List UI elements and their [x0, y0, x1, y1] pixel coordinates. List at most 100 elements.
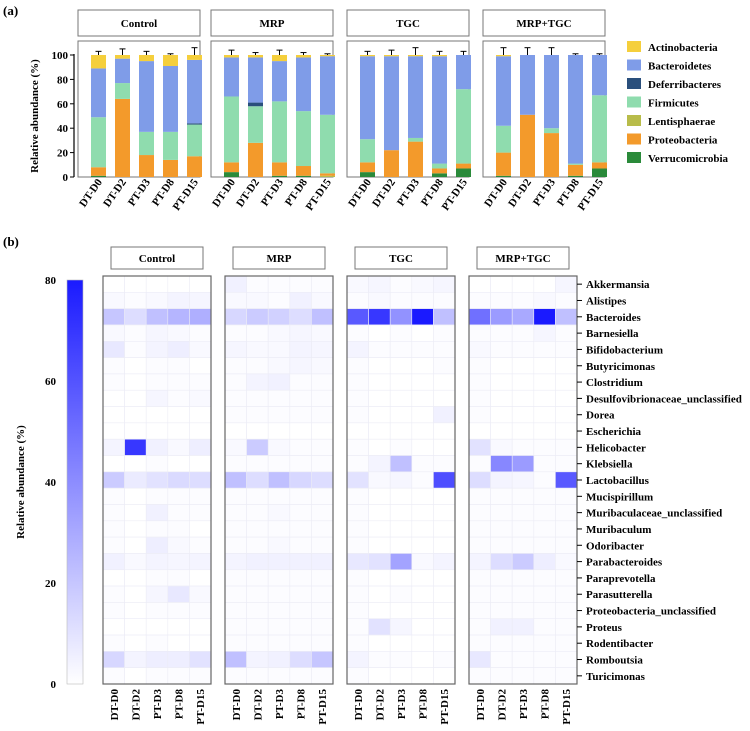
- heatmap-cell: [346, 438, 369, 456]
- heatmap-cell: [189, 602, 212, 620]
- row-label: Lactobacillus: [586, 475, 650, 487]
- heatmap-cell: [102, 438, 125, 456]
- bar-segment: [520, 55, 535, 115]
- heatmap-cell: [246, 406, 269, 424]
- facet-frame: [102, 275, 212, 685]
- heatmap-cell: [411, 651, 434, 668]
- heatmap-cell: [145, 520, 169, 538]
- heatmap-cell: [311, 438, 334, 456]
- x-tick-label: PT-D15: [440, 176, 471, 212]
- heatmap-cell: [511, 389, 535, 407]
- bar-segment: [360, 172, 375, 177]
- heatmap-cell: [124, 324, 147, 342]
- x-tick-label: PT-D15: [304, 176, 335, 212]
- heatmap-cell: [533, 634, 556, 652]
- bar-segment: [91, 55, 106, 69]
- heatmap-cell: [267, 585, 291, 603]
- heatmap-cell: [368, 340, 391, 358]
- heatmap-cell: [267, 536, 291, 554]
- heatmap-cell: [490, 438, 513, 456]
- bar-segment: [496, 56, 511, 126]
- heatmap-cell: [368, 585, 391, 603]
- heatmap-cell: [145, 389, 169, 407]
- bar-segment: [432, 56, 447, 164]
- heatmap-cell: [311, 487, 334, 505]
- heatmap-cell: [389, 422, 413, 440]
- bar-segment: [432, 168, 447, 174]
- heatmap-cell: [433, 553, 456, 571]
- heatmap-cell: [224, 324, 247, 342]
- row-label: Butyricimonas: [586, 361, 656, 373]
- bar-segment: [592, 95, 607, 163]
- heatmap-cell: [411, 471, 434, 489]
- heatmap-cell: [189, 618, 212, 636]
- heatmap-cell: [346, 357, 369, 375]
- heatmap-cell: [224, 471, 247, 489]
- heatmap-cell: [124, 357, 147, 375]
- bar-segment: [568, 55, 583, 164]
- heatmap-cell: [311, 275, 334, 293]
- heatmap-cell: [145, 275, 169, 293]
- row-label: Rodentibacter: [586, 638, 653, 650]
- x-tick-label: PT-D15: [576, 176, 607, 212]
- bar-segment: [248, 142, 263, 177]
- heatmap-cell: [145, 602, 169, 620]
- heatmap-cell: [246, 520, 269, 538]
- legend-swatch: [627, 41, 641, 52]
- legend-label: Proteobacteria: [648, 135, 718, 147]
- heatmap-cell: [189, 357, 212, 375]
- heatmap-cell: [102, 618, 125, 636]
- bar-segment: [272, 55, 287, 62]
- heatmap-cell: [102, 422, 125, 440]
- heatmap-cell: [411, 455, 434, 473]
- heatmap-cell: [533, 275, 556, 293]
- heatmap-cell: [145, 667, 169, 685]
- heatmap-cell: [433, 667, 456, 685]
- heatmap-cell: [555, 308, 578, 326]
- bar-segment: [163, 55, 178, 66]
- heatmap-cell: [246, 651, 269, 668]
- heatmap-cell: [102, 389, 125, 407]
- heatmap-cell: [490, 553, 513, 571]
- legend-label: Lentisphaerae: [648, 116, 715, 128]
- heatmap-cell: [311, 553, 334, 571]
- bar-segment: [248, 106, 263, 143]
- heatmap-cell: [555, 569, 578, 587]
- heatmap-cell: [433, 651, 456, 668]
- heatmap-cell: [246, 634, 269, 652]
- bar-segment: [568, 175, 583, 177]
- heatmap-cell: [411, 569, 434, 587]
- heatmap-cell: [368, 536, 391, 554]
- heatmap-cell: [102, 569, 125, 587]
- heatmap-cell: [124, 536, 147, 554]
- y-tick-label: 60: [57, 99, 69, 111]
- heatmap-cell: [533, 520, 556, 538]
- legend-swatch: [627, 96, 641, 108]
- x-tick-label: PT-D3: [126, 176, 153, 208]
- heatmap-cell: [368, 618, 391, 636]
- heatmap-cell: [224, 292, 247, 309]
- heatmap-cell: [124, 275, 147, 293]
- bar-segment: [224, 96, 239, 163]
- heatmap-cell: [311, 324, 334, 342]
- heatmap-cell: [189, 569, 212, 587]
- heatmap-cell: [555, 324, 578, 342]
- heatmap-cell: [289, 536, 312, 554]
- bar-segment: [115, 83, 130, 99]
- heatmap-cell: [389, 634, 413, 652]
- heatmap-cell: [411, 389, 434, 407]
- column-label: DT-D0: [109, 689, 121, 721]
- heatmap-cell: [411, 275, 434, 293]
- heatmap-cell: [167, 634, 190, 652]
- heatmap-cell: [102, 275, 125, 293]
- heatmap-cell: [124, 618, 147, 636]
- bar-segment: [408, 56, 423, 138]
- column-label: DT-D2: [374, 689, 386, 721]
- heatmap-cell: [511, 667, 535, 685]
- heatmap-cell: [346, 308, 369, 326]
- heatmap-cell: [368, 487, 391, 505]
- bar-segment: [320, 175, 335, 177]
- bar-segment: [296, 166, 311, 176]
- bar-segment: [408, 137, 423, 142]
